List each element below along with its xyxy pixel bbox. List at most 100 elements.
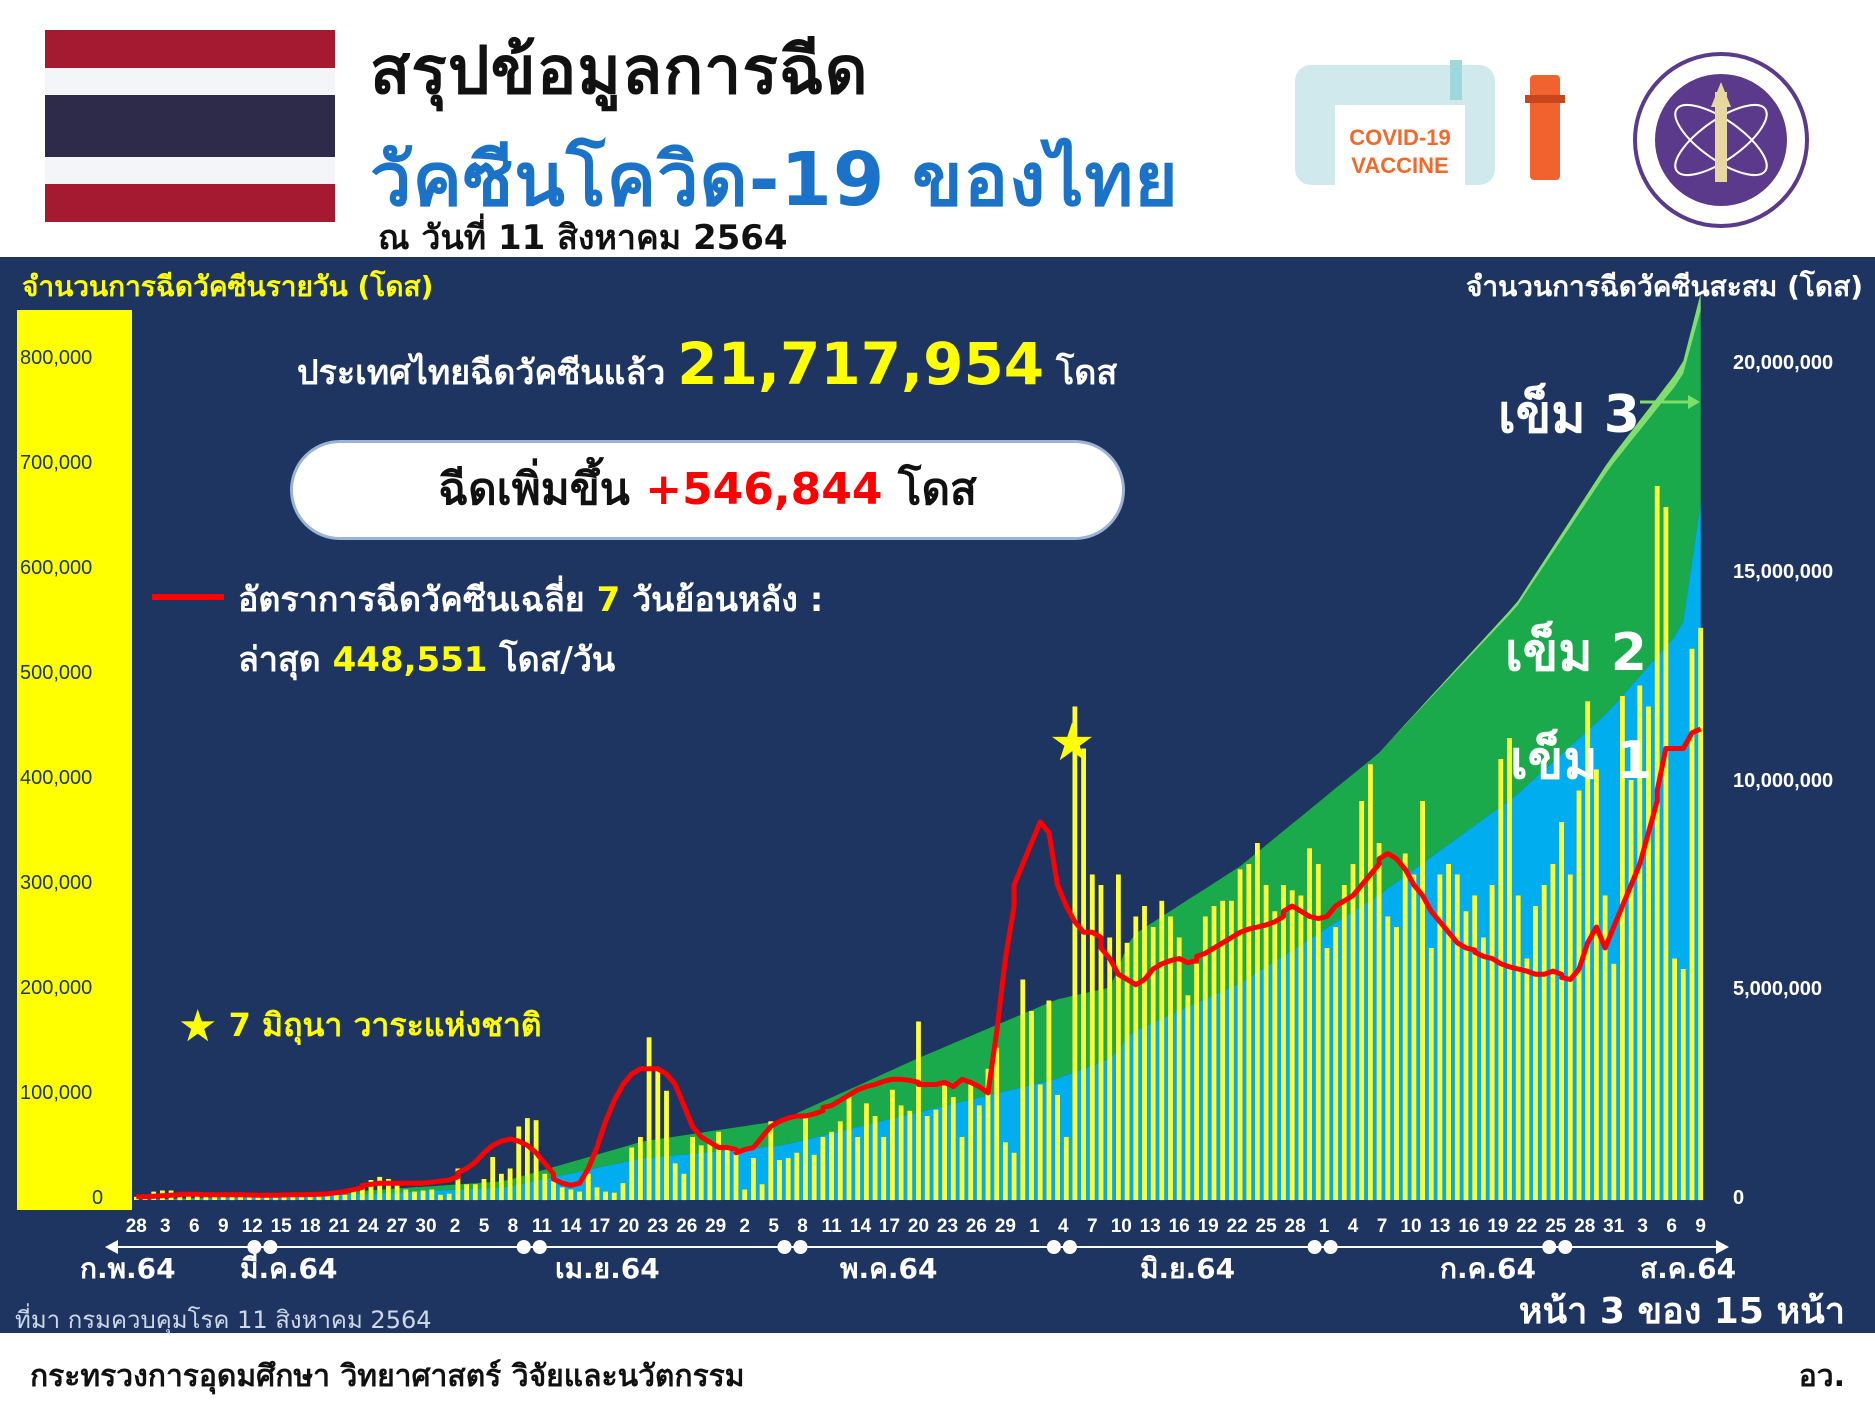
- x-axis-tick: 17: [589, 1216, 611, 1237]
- ministry-abbr: อว.: [1798, 1359, 1845, 1394]
- star-annotation: ★ 7 มิถุนา วาระแห่งชาติ: [178, 1000, 542, 1052]
- total-suffix: โดส: [1056, 353, 1118, 393]
- x-axis-tick: 25: [1255, 1216, 1277, 1237]
- daily-bar: [386, 1179, 391, 1200]
- daily-bar: [881, 1137, 887, 1200]
- daily-bar: [768, 1121, 774, 1201]
- daily-bar: [1550, 864, 1556, 1200]
- daily-bar: [1333, 927, 1339, 1200]
- month-label: มิ.ย.64: [1140, 1252, 1236, 1285]
- x-axis-tick: 13: [1139, 1216, 1161, 1237]
- daily-bar: [472, 1184, 478, 1201]
- x-axis-tick: 10: [1400, 1216, 1422, 1237]
- daily-bar: [212, 1195, 217, 1200]
- ministry-seal-icon: [1633, 52, 1809, 228]
- daily-bar: [594, 1187, 600, 1200]
- daily-bar: [1220, 900, 1226, 1201]
- daily-bar: [1420, 801, 1425, 1200]
- x-axis-tick: 9: [218, 1216, 229, 1237]
- daily-bar: [1142, 906, 1147, 1200]
- daily-bar: [1463, 911, 1469, 1201]
- daily-bar: [751, 1158, 756, 1200]
- daily-bar: [933, 1109, 939, 1200]
- left-axis-title: จำนวนการฉีดวัคซีนรายวัน (โดส): [22, 270, 434, 303]
- daily-bar: [1498, 759, 1504, 1200]
- daily-bar: [351, 1190, 356, 1200]
- x-axis-tick: 26: [965, 1216, 987, 1237]
- daily-bar: [976, 1105, 982, 1200]
- daily-bar: [672, 1163, 678, 1201]
- total-doses: ประเทศไทยฉีดวัคซีนแล้ว 21,717,954 โดส: [297, 330, 1117, 399]
- daily-bar: [368, 1180, 374, 1200]
- daily-bar: [837, 1121, 843, 1201]
- daily-bar: [620, 1183, 626, 1200]
- daily-bar: [959, 1137, 965, 1200]
- month-label: พ.ค.64: [840, 1252, 938, 1285]
- daily-bar: [994, 1047, 1000, 1201]
- dose2-area: [136, 310, 1701, 1200]
- avg-label-part2: วันย้อนหลัง :: [632, 580, 824, 620]
- x-axis-tick: 20: [618, 1216, 640, 1237]
- daily-bar: [1124, 942, 1130, 1201]
- daily-bar: [412, 1191, 417, 1200]
- x-axis-tick: 11: [531, 1216, 552, 1237]
- x-axis-tick: 3: [1637, 1216, 1648, 1237]
- right-axis-title: จำนวนการฉีดวัคซีนสะสม (โดส): [1465, 270, 1863, 303]
- month-divider-dot: [1323, 1240, 1338, 1254]
- daily-bar: [1229, 900, 1234, 1201]
- left-axis-tick: 0: [92, 1187, 104, 1209]
- daily-bar: [1159, 900, 1165, 1201]
- daily-bar: [394, 1184, 400, 1201]
- left-axis-tick: 400,000: [20, 767, 93, 789]
- avg-label-days: 7: [596, 580, 621, 620]
- month-label: เม.ย.64: [555, 1252, 660, 1285]
- x-axis-tick: 2: [739, 1216, 750, 1237]
- daily-bar: [429, 1189, 435, 1200]
- dose3-arrow-head: [1688, 395, 1700, 409]
- x-axis-tick: 27: [386, 1216, 408, 1237]
- daily-bar: [1611, 963, 1617, 1201]
- data-source: ที่มา กรมควบคุมโรค 11 สิงหาคม 2564: [15, 1306, 432, 1334]
- x-axis-tick: 31: [1603, 1216, 1625, 1237]
- daily-bar: [907, 1110, 913, 1201]
- daily-bar: [1515, 895, 1521, 1200]
- daily-bar: [316, 1194, 322, 1201]
- x-axis-tick: 23: [936, 1216, 959, 1237]
- daily-bar: [1567, 874, 1573, 1200]
- month-divider-dot: [1558, 1240, 1573, 1254]
- x-axis-tick: 13: [1429, 1216, 1451, 1237]
- daily-bar: [1672, 958, 1677, 1200]
- daily-bar: [1072, 706, 1078, 1200]
- daily-bar: [864, 1103, 869, 1200]
- daily-bar: [733, 1149, 739, 1200]
- vaccine-text-line1: COVID-19: [1349, 125, 1450, 150]
- daily-bar: [1255, 843, 1260, 1200]
- daily-bar: [942, 1082, 947, 1200]
- thai-flag-icon: [45, 30, 335, 222]
- left-axis-tick: 700,000: [20, 452, 93, 474]
- daily-bar: [194, 1193, 200, 1200]
- left-axis-tick: 100,000: [20, 1082, 93, 1104]
- left-axis-tick: 800,000: [20, 347, 93, 369]
- right-axis-tick: 20,000,000: [1733, 352, 1834, 374]
- daily-bar: [716, 1131, 721, 1201]
- daily-bar: [803, 1116, 808, 1200]
- x-axis-tick: 30: [415, 1216, 437, 1237]
- increase-suffix: โดส: [897, 464, 977, 515]
- x-axis-tick: 16: [1168, 1216, 1190, 1237]
- daily-bar: [585, 1173, 591, 1201]
- daily-bar: [829, 1131, 834, 1201]
- daily-bar: [698, 1145, 704, 1200]
- daily-bar: [1046, 1000, 1052, 1200]
- x-axis-tick: 1: [1318, 1216, 1330, 1237]
- x-axis-tick: 7: [1376, 1216, 1388, 1237]
- daily-bar: [916, 1021, 921, 1200]
- timeline-left-arrow-icon: [105, 1240, 118, 1254]
- left-axis-tick: 500,000: [20, 662, 93, 684]
- daily-bar: [1428, 948, 1434, 1200]
- daily-bar: [238, 1195, 243, 1200]
- daily-bar: [1089, 874, 1095, 1200]
- x-axis-tick: 6: [1666, 1216, 1677, 1237]
- daily-bar: [1576, 790, 1582, 1200]
- daily-bar: [264, 1195, 270, 1200]
